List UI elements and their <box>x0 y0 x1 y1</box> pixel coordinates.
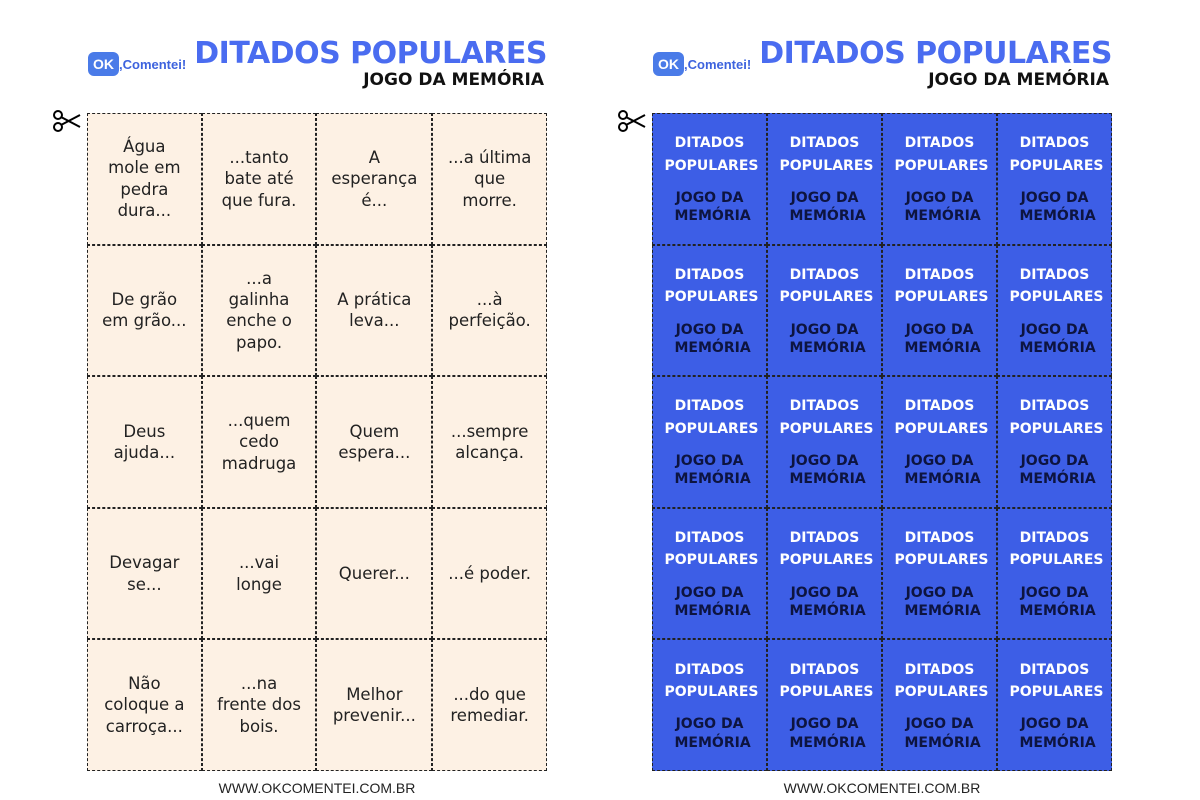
card-front: ...vai longe <box>201 507 317 640</box>
card-subtitle: JOGO DA MEMÓRIA <box>789 190 866 225</box>
card-back: DITADOS POPULARES JOGO DA MEMÓRIA <box>652 507 767 640</box>
scissors-icon <box>53 110 81 132</box>
card-subtitle: JOGO DA MEMÓRIA <box>1019 716 1096 751</box>
card-subtitle: JOGO DA MEMÓRIA <box>1019 321 1096 356</box>
card-title: DITADOS POPULARES <box>779 135 874 174</box>
card-front: A esperança é... <box>316 113 433 245</box>
card-back: DITADOS POPULARES JOGO DA MEMÓRIA <box>767 244 882 377</box>
card-back: DITADOS POPULARES JOGO DA MEMÓRIA <box>997 639 1112 771</box>
card-subtitle: JOGO DA MEMÓRIA <box>1019 453 1096 488</box>
card-title: DITADOS POPULARES <box>664 661 759 700</box>
card-grid: DITADOS POPULARES JOGO DA MEMÓRIA DITADOS … <box>652 113 1112 771</box>
logo-text: ,Comentei! <box>684 56 752 72</box>
card-front: Água mole em pedra dura... <box>87 113 202 245</box>
card-subtitle: JOGO DA MEMÓRIA <box>674 453 751 488</box>
card-front: Deus ajuda... <box>87 376 202 508</box>
card-subtitle: JOGO DA MEMÓRIA <box>789 321 866 356</box>
footer: WWW.OKCOMENTEI.COM.BR <box>783 780 981 796</box>
footer: WWW.OKCOMENTEI.COM.BR <box>218 780 416 796</box>
card-subtitle: JOGO DA MEMÓRIA <box>904 321 981 356</box>
card-back: DITADOS POPULARES JOGO DA MEMÓRIA <box>997 244 1112 377</box>
card-subtitle: JOGO DA MEMÓRIA <box>674 321 751 356</box>
card-title: DITADOS POPULARES <box>779 398 874 437</box>
card-front: ...é poder. <box>432 507 547 640</box>
card-front: Não coloque a carroça... <box>87 639 202 771</box>
card-subtitle: JOGO DA MEMÓRIA <box>789 716 866 751</box>
card-back: DITADOS POPULARES JOGO DA MEMÓRIA <box>882 507 997 640</box>
logo-badge: OK <box>88 52 119 76</box>
card-back: DITADOS POPULARES JOGO DA MEMÓRIA <box>997 376 1112 508</box>
card-front: Quem espera... <box>316 376 433 508</box>
logo-badge: OK <box>653 52 684 76</box>
logo-text: ,Comentei! <box>119 56 187 72</box>
card-front: A prática leva... <box>316 244 433 377</box>
card-title: DITADOS POPULARES <box>779 530 874 569</box>
card-front: ...na frente dos bois. <box>201 639 317 771</box>
card-front: De grão em grão... <box>87 244 202 377</box>
card-subtitle: JOGO DA MEMÓRIA <box>904 716 981 751</box>
logo: OK ,Comentei! <box>653 52 751 76</box>
card-back: DITADOS POPULARES JOGO DA MEMÓRIA <box>882 376 997 508</box>
card-title: DITADOS POPULARES <box>894 135 989 174</box>
card-back: DITADOS POPULARES JOGO DA MEMÓRIA <box>767 113 882 245</box>
card-subtitle: JOGO DA MEMÓRIA <box>674 716 751 751</box>
card-title: DITADOS POPULARES <box>664 266 759 306</box>
card-subtitle: JOGO DA MEMÓRIA <box>789 453 866 488</box>
scissors-icon <box>618 110 646 132</box>
card-title: DITADOS POPULARES <box>1009 398 1104 437</box>
card-back: DITADOS POPULARES JOGO DA MEMÓRIA <box>882 639 997 771</box>
card-back: DITADOS POPULARES JOGO DA MEMÓRIA <box>882 113 997 245</box>
card-back: DITADOS POPULARES JOGO DA MEMÓRIA <box>882 244 997 377</box>
card-title: DITADOS POPULARES <box>1009 266 1104 306</box>
card-title: DITADOS POPULARES <box>1009 661 1104 700</box>
logo: OK ,Comentei! <box>88 52 186 76</box>
card-front: ...sempre alcança. <box>432 376 547 508</box>
card-title: DITADOS POPULARES <box>664 398 759 437</box>
card-title: DITADOS POPULARES <box>779 661 874 700</box>
card-back: DITADOS POPULARES JOGO DA MEMÓRIA <box>767 507 882 640</box>
card-subtitle: JOGO DA MEMÓRIA <box>789 584 866 619</box>
card-front: ...a galinha enche o papo. <box>201 244 317 377</box>
card-back: DITADOS POPULARES JOGO DA MEMÓRIA <box>767 376 882 508</box>
card-title: DITADOS POPULARES <box>1009 135 1104 174</box>
card-title: DITADOS POPULARES <box>664 135 759 174</box>
card-subtitle: JOGO DA MEMÓRIA <box>904 190 981 225</box>
back-sheet: OK ,Comentei! DITADOS POPULARES JOGO DA MEM… <box>565 0 1165 800</box>
card-back: DITADOS POPULARES JOGO DA MEMÓRIA <box>652 376 767 508</box>
card-back: DITADOS POPULARES JOGO DA MEMÓRIA <box>997 507 1112 640</box>
card-back: DITADOS POPULARES JOGO DA MEMÓRIA <box>652 113 767 245</box>
title: DITADOS POPULARES <box>194 36 547 71</box>
card-front: ...tanto bate até que fura. <box>201 113 317 245</box>
card-title: DITADOS POPULARES <box>894 530 989 569</box>
card-title: DITADOS POPULARES <box>894 266 989 306</box>
subtitle: JOGO DA MEMÓRIA <box>363 70 544 90</box>
card-title: DITADOS POPULARES <box>664 530 759 569</box>
card-title: DITADOS POPULARES <box>1009 530 1104 569</box>
card-subtitle: JOGO DA MEMÓRIA <box>904 584 981 619</box>
card-front: Devagar se... <box>87 507 202 640</box>
card-title: DITADOS POPULARES <box>779 266 874 306</box>
card-back: DITADOS POPULARES JOGO DA MEMÓRIA <box>997 113 1112 245</box>
card-subtitle: JOGO DA MEMÓRIA <box>674 584 751 619</box>
card-subtitle: JOGO DA MEMÓRIA <box>1019 190 1096 225</box>
card-title: DITADOS POPULARES <box>894 661 989 700</box>
card-subtitle: JOGO DA MEMÓRIA <box>1019 584 1096 619</box>
card-front: Melhor prevenir... <box>316 639 433 771</box>
card-grid: Água mole em pedra dura... ...tanto bate … <box>87 113 547 771</box>
card-front: Querer... <box>316 507 433 640</box>
card-back: DITADOS POPULARES JOGO DA MEMÓRIA <box>767 639 882 771</box>
card-front: ...a última que morre. <box>432 113 547 245</box>
card-subtitle: JOGO DA MEMÓRIA <box>674 190 751 225</box>
card-front: ...à perfeição. <box>432 244 547 377</box>
card-front: ...quem cedo madruga <box>201 376 317 508</box>
subtitle: JOGO DA MEMÓRIA <box>928 70 1109 90</box>
card-back: DITADOS POPULARES JOGO DA MEMÓRIA <box>652 244 767 377</box>
card-front: ...do que remediar. <box>432 639 547 771</box>
title: DITADOS POPULARES <box>759 36 1112 71</box>
card-subtitle: JOGO DA MEMÓRIA <box>904 453 981 488</box>
front-sheet: OK ,Comentei! DITADOS POPULARES JOGO DA MEM… <box>53 36 547 796</box>
card-back: DITADOS POPULARES JOGO DA MEMÓRIA <box>652 639 767 771</box>
card-title: DITADOS POPULARES <box>894 398 989 437</box>
